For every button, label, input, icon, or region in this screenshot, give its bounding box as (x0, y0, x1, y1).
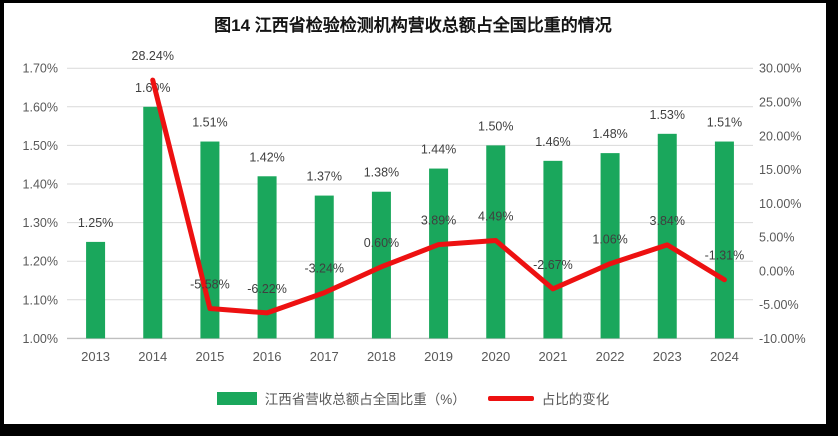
x-axis-label: 2022 (596, 349, 625, 364)
line-label: 4.49% (478, 210, 513, 224)
tick-label-left: 1.60% (23, 100, 58, 114)
line-label: 3.84% (650, 214, 685, 228)
line-label: 28.24% (132, 49, 174, 63)
x-axis-label: 2020 (481, 349, 510, 364)
x-axis-label: 2021 (538, 349, 567, 364)
bar-label: 1.44% (421, 143, 456, 157)
tick-label-right: 5.00% (759, 231, 794, 245)
tick-label-right: 30.00% (759, 62, 801, 76)
bar-label: 1.51% (707, 116, 742, 130)
bar-2021 (543, 160, 563, 339)
tick-label-right: 20.00% (759, 129, 801, 143)
line-label: -6.22% (247, 282, 287, 296)
tick-label-right: 10.00% (759, 197, 801, 211)
bar-2014 (143, 106, 163, 339)
legend-bar-swatch-icon (216, 391, 257, 405)
bar-2017 (314, 195, 334, 339)
bar-label: 1.50% (478, 119, 513, 133)
bar-2024 (714, 141, 734, 339)
bar-label: 1.25% (78, 216, 113, 230)
x-axis-label: 2019 (424, 349, 453, 364)
tick-label-right: 25.00% (759, 95, 801, 109)
x-axis-label: 2013 (81, 349, 110, 364)
line-label: -1.31% (705, 249, 745, 263)
bar-label: 1.48% (592, 127, 627, 141)
legend-bar-label: 江西省营收总额占全国比重（%） (264, 392, 466, 407)
tick-label-left: 1.00% (23, 332, 58, 346)
tick-label-left: 1.30% (23, 216, 58, 230)
tick-label-right: -10.00% (759, 332, 806, 346)
tick-label-right: -5.00% (759, 298, 799, 312)
frame-border-right (826, 0, 838, 436)
x-axis-label: 2015 (195, 349, 224, 364)
frame-border-bottom (0, 424, 838, 436)
bar-label: 1.51% (192, 116, 227, 130)
bar-2022 (600, 153, 620, 339)
frame-border-top (0, 0, 838, 3)
line-label: -5.58% (190, 278, 230, 292)
x-axis-label: 2017 (310, 349, 339, 364)
chart-title: 图14 江西省检验检测机构营收总额占全国比重的情况 (214, 16, 612, 35)
bar-2013 (86, 241, 106, 339)
x-axis-label: 2016 (253, 349, 282, 364)
line-label: 0.60% (364, 236, 399, 250)
line-label: 1.06% (592, 233, 627, 247)
bar-2016 (257, 176, 277, 339)
line-label: 3.89% (421, 214, 456, 228)
line-label: -2.67% (533, 258, 573, 272)
x-axis-label: 2024 (710, 349, 739, 364)
bar-label: 1.42% (249, 150, 284, 164)
legend-line-swatch-icon (487, 395, 534, 401)
bar-2023 (657, 133, 677, 339)
frame-border-left (0, 0, 4, 436)
x-axis-label: 2023 (653, 349, 682, 364)
x-axis-label: 2014 (138, 349, 167, 364)
change-line (150, 77, 727, 316)
tick-label-left: 1.40% (23, 178, 58, 192)
tick-label-left: 1.10% (23, 293, 58, 307)
legend: 江西省营收总额占全国比重（%） 占比的变化 (0, 388, 826, 408)
tick-label-left: 1.70% (23, 62, 58, 76)
tick-label-right: 0.00% (759, 264, 794, 278)
x-axis-label: 2018 (367, 349, 396, 364)
bar-label: 1.53% (650, 108, 685, 122)
tick-label-left: 1.50% (23, 139, 58, 153)
bar-label: 1.37% (307, 170, 342, 184)
bar-label: 1.38% (364, 166, 399, 180)
tick-label-right: 15.00% (759, 163, 801, 177)
bar-2019 (429, 168, 449, 339)
tick-label-left: 1.20% (23, 255, 58, 269)
legend-line-label: 占比的变化 (541, 392, 610, 407)
line-label: -3.24% (304, 262, 344, 276)
bar-label: 1.46% (535, 135, 570, 149)
